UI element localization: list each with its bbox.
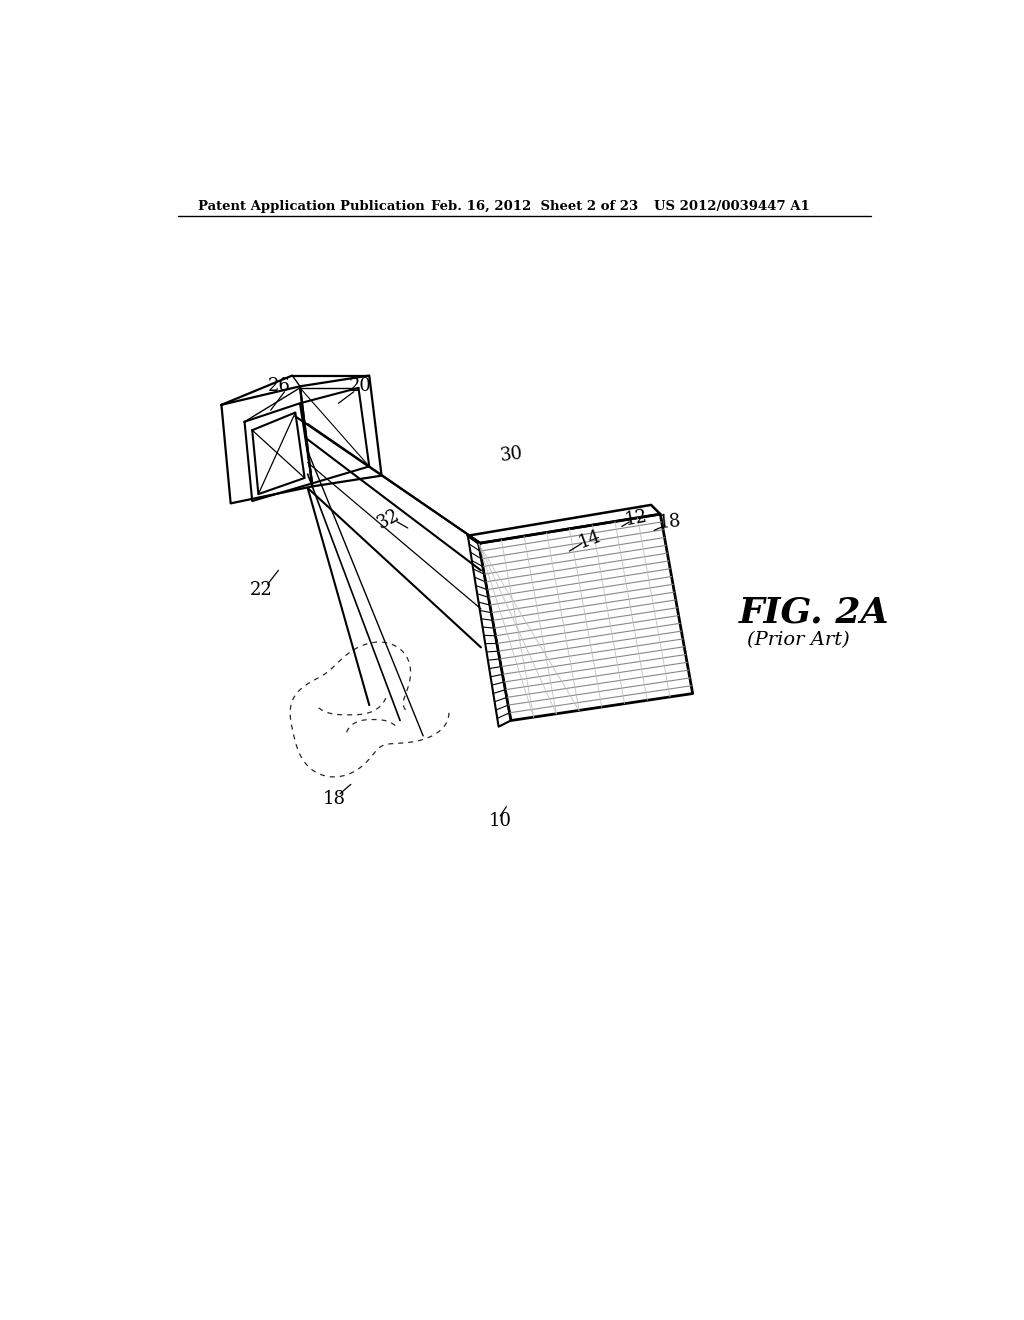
Text: 12: 12 bbox=[623, 507, 648, 529]
Text: 32: 32 bbox=[374, 506, 402, 532]
Text: US 2012/0039447 A1: US 2012/0039447 A1 bbox=[654, 199, 810, 213]
Text: 30: 30 bbox=[499, 445, 524, 465]
Text: (Prior Art): (Prior Art) bbox=[746, 631, 849, 648]
Text: 18: 18 bbox=[657, 512, 682, 532]
Text: Feb. 16, 2012  Sheet 2 of 23: Feb. 16, 2012 Sheet 2 of 23 bbox=[431, 199, 638, 213]
Text: 10: 10 bbox=[488, 812, 512, 829]
Text: 18: 18 bbox=[324, 791, 346, 808]
Text: 14: 14 bbox=[575, 527, 603, 552]
Text: FIG. 2A: FIG. 2A bbox=[739, 595, 890, 630]
Text: Patent Application Publication: Patent Application Publication bbox=[199, 199, 425, 213]
Text: 22: 22 bbox=[250, 581, 272, 598]
Text: 20: 20 bbox=[348, 376, 372, 395]
Text: 26: 26 bbox=[267, 376, 291, 395]
